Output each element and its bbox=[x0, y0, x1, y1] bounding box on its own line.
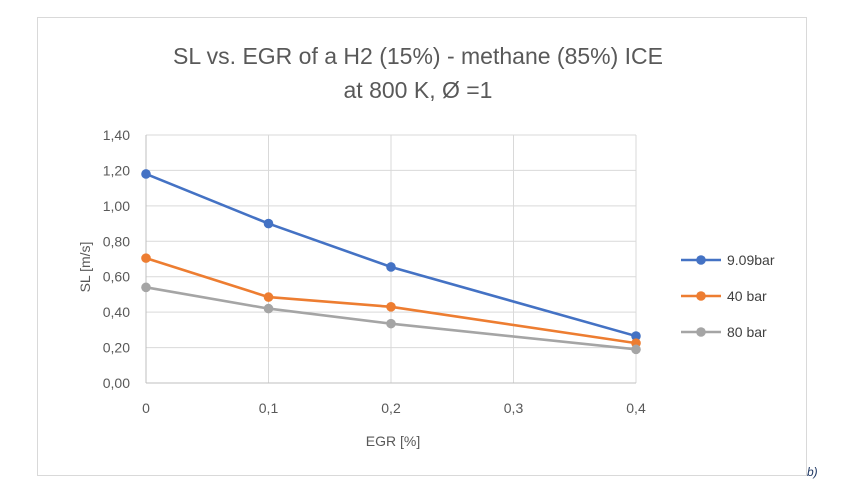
data-point bbox=[141, 253, 151, 263]
y-tick-label: 0,20 bbox=[103, 340, 130, 356]
chart-area: SL vs. EGR of a H2 (15%) - methane (85%)… bbox=[37, 17, 807, 476]
x-tick-label: 0,3 bbox=[504, 400, 524, 416]
y-tick-label: 1,40 bbox=[103, 127, 130, 143]
x-tick-label: 0,2 bbox=[381, 400, 401, 416]
series-2 bbox=[141, 282, 641, 355]
x-tick-label: 0,1 bbox=[259, 400, 279, 416]
legend-label: 9.09bar bbox=[727, 252, 775, 268]
series-1 bbox=[141, 253, 641, 348]
y-axis-label: SL [m/s] bbox=[77, 242, 93, 293]
series-0 bbox=[141, 169, 641, 341]
y-tick-label: 0,00 bbox=[103, 375, 130, 391]
panel-label: b) bbox=[807, 465, 818, 479]
chart-title-line-1: SL vs. EGR of a H2 (15%) - methane (85%)… bbox=[173, 43, 663, 69]
data-point bbox=[141, 169, 151, 179]
series bbox=[141, 169, 641, 355]
data-point bbox=[263, 292, 274, 302]
y-tick-label: 0,60 bbox=[103, 269, 130, 285]
legend: 9.09bar 40 bar 80 bar bbox=[681, 252, 775, 340]
data-point bbox=[386, 262, 396, 272]
y-tick-label: 0,40 bbox=[103, 304, 130, 320]
tick-labels: 0,00 0,20 0,40 0,60 0,80 1,00 1,20 1,40 0 0,1 0,2 0… bbox=[103, 127, 646, 416]
x-tick-label: 0 bbox=[142, 400, 150, 416]
data-point bbox=[141, 282, 151, 293]
gridlines bbox=[146, 134, 637, 383]
data-point bbox=[386, 302, 396, 312]
x-axis-label: EGR [%] bbox=[366, 433, 420, 449]
chart-title-line-2: at 800 K, Ø =1 bbox=[344, 77, 493, 103]
legend-label: 80 bar bbox=[727, 324, 767, 340]
x-tick-label: 0,4 bbox=[626, 400, 646, 416]
data-point bbox=[386, 318, 396, 329]
legend-item: 40 bar bbox=[681, 288, 767, 304]
legend-item: 80 bar bbox=[681, 324, 767, 340]
y-tick-label: 1,20 bbox=[103, 162, 130, 178]
data-point bbox=[263, 218, 274, 229]
series-line bbox=[145, 172, 637, 338]
y-tick-label: 1,00 bbox=[103, 198, 130, 214]
legend-label: 40 bar bbox=[727, 288, 767, 304]
legend-item: 9.09bar bbox=[681, 252, 775, 268]
series-line bbox=[145, 256, 637, 345]
series-line bbox=[145, 286, 637, 351]
legend-marker bbox=[696, 291, 706, 301]
data-point bbox=[631, 344, 641, 355]
data-point bbox=[631, 331, 641, 341]
y-tick-label: 0,80 bbox=[103, 233, 130, 249]
line-chart: SL vs. EGR of a H2 (15%) - methane (85%)… bbox=[77, 43, 775, 449]
legend-marker bbox=[696, 255, 706, 265]
legend-marker bbox=[696, 327, 706, 337]
data-point bbox=[263, 303, 274, 314]
